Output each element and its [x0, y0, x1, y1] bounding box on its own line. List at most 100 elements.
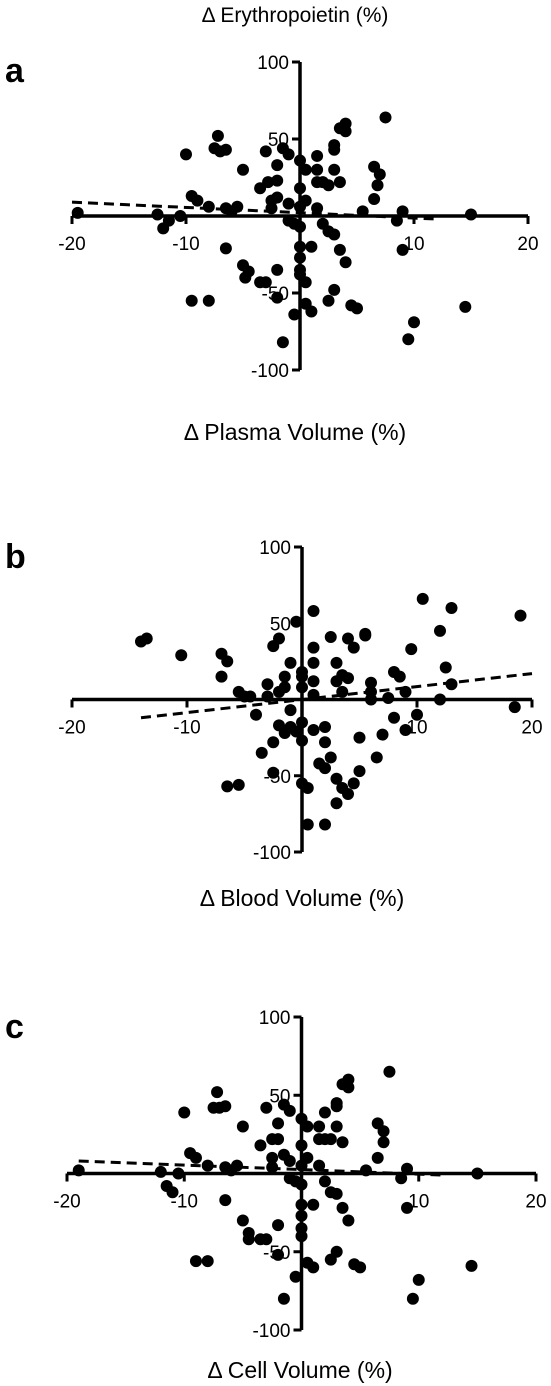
- data-point: [307, 605, 320, 618]
- data-point: [379, 111, 392, 124]
- data-point: [514, 609, 527, 622]
- x-axis-label-b: Δ Blood Volume (%): [200, 885, 405, 911]
- x-tick-label: 20: [525, 1192, 546, 1213]
- data-point: [294, 251, 306, 264]
- data-point: [259, 276, 272, 289]
- panel-letter-b: b: [5, 538, 26, 576]
- data-point: [271, 191, 284, 204]
- y-tick-label: -100: [253, 843, 291, 864]
- trend-line: [140, 672, 533, 720]
- data-point: [324, 1133, 337, 1146]
- y-tick-label: 50: [270, 614, 291, 635]
- data-point: [324, 630, 337, 643]
- data-point: [277, 1292, 290, 1305]
- data-point: [318, 1106, 331, 1119]
- data-point: [339, 256, 352, 269]
- data-point: [342, 788, 354, 801]
- data-point: [395, 1172, 408, 1185]
- data-point: [319, 736, 331, 749]
- data-point: [299, 163, 312, 176]
- data-point: [272, 1117, 285, 1130]
- data-point: [283, 1104, 296, 1117]
- data-point: [236, 1120, 249, 1133]
- data-point: [301, 781, 314, 794]
- data-point: [201, 1255, 214, 1268]
- data-point: [330, 1120, 343, 1133]
- data-point: [336, 685, 349, 698]
- data-point: [296, 734, 308, 747]
- data-point: [189, 1255, 202, 1268]
- data-point: [271, 174, 284, 187]
- data-point: [324, 751, 337, 764]
- data-point: [465, 1259, 478, 1272]
- data-point: [319, 818, 331, 831]
- data-point: [273, 632, 285, 645]
- data-point: [282, 197, 295, 210]
- data-point: [254, 1139, 267, 1152]
- data-point: [232, 778, 245, 791]
- data-point: [351, 302, 363, 315]
- data-point: [373, 168, 386, 181]
- data-point: [406, 1292, 419, 1305]
- data-point: [219, 143, 232, 156]
- data-point: [290, 725, 303, 738]
- data-point: [215, 670, 228, 683]
- data-point: [311, 163, 324, 176]
- data-point: [301, 1151, 314, 1164]
- data-point: [342, 1073, 355, 1086]
- data-point: [296, 716, 308, 729]
- data-point: [328, 228, 341, 241]
- data-point: [319, 720, 331, 733]
- data-point: [319, 762, 331, 775]
- data-point: [354, 1261, 367, 1274]
- data-point: [333, 176, 346, 189]
- data-point: [189, 1151, 202, 1164]
- data-point: [390, 214, 403, 227]
- data-point: [290, 615, 303, 628]
- x-tick-label: 20: [517, 234, 538, 255]
- data-point: [242, 1233, 255, 1246]
- x-tick-label: 10: [403, 234, 424, 255]
- data-point: [508, 701, 521, 714]
- data-point: [295, 1198, 308, 1211]
- data-point: [265, 202, 278, 215]
- data-point: [434, 693, 446, 706]
- data-point: [250, 708, 262, 721]
- data-point: [311, 149, 324, 162]
- data-point: [284, 656, 297, 669]
- data-point: [459, 300, 472, 313]
- data-point: [272, 1248, 285, 1261]
- data-point: [405, 643, 418, 656]
- panel-b: b Δ Blood Volume (%) -20 -10 10 2010050-50-…: [5, 538, 543, 911]
- data-point: [342, 1214, 355, 1227]
- data-point: [388, 711, 400, 724]
- data-point: [261, 678, 274, 691]
- data-point: [219, 242, 232, 255]
- data-point: [295, 1230, 308, 1243]
- data-point: [465, 208, 477, 221]
- x-tick-label: -20: [53, 1192, 80, 1213]
- data-point: [439, 661, 452, 674]
- data-point: [244, 690, 257, 703]
- data-point: [371, 1151, 384, 1164]
- data-point: [370, 751, 383, 764]
- data-point: [313, 1120, 326, 1133]
- x-axis-label-c: Δ Cell Volume (%): [207, 1357, 392, 1383]
- data-point: [259, 145, 272, 158]
- data-point: [71, 206, 84, 219]
- data-point: [330, 1097, 343, 1110]
- data-point: [371, 179, 384, 192]
- data-point: [393, 670, 406, 683]
- data-point: [402, 333, 415, 346]
- data-point: [278, 681, 291, 694]
- data-point: [305, 240, 318, 253]
- data-point: [336, 1201, 349, 1214]
- data-point: [221, 655, 234, 668]
- data-point: [339, 117, 352, 130]
- data-point: [342, 672, 354, 685]
- data-point: [296, 670, 308, 683]
- x-tick-label: 10: [406, 718, 427, 739]
- data-point: [416, 592, 429, 605]
- data-point: [295, 1139, 308, 1152]
- data-point: [383, 1065, 396, 1078]
